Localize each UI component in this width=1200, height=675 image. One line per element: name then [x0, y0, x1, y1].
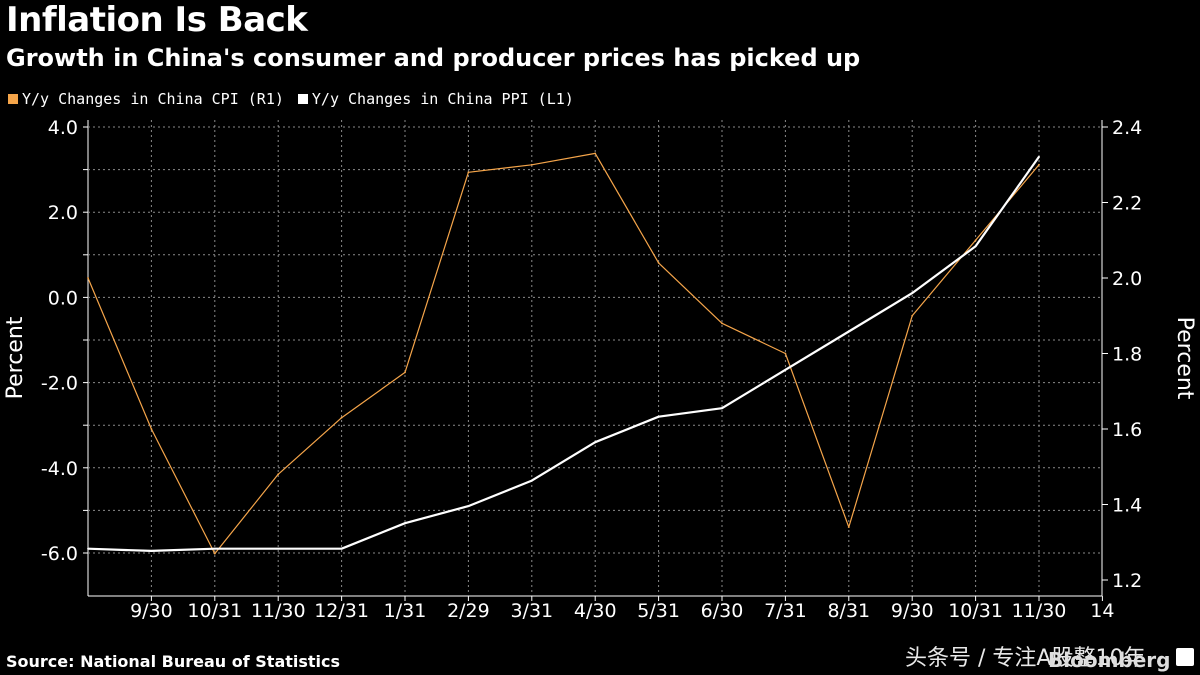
y-left-tick-label: -2.0 [41, 373, 78, 395]
x-tick-label: 6/30 [701, 600, 744, 622]
data-point-cpi [847, 526, 850, 529]
data-point-cpi [404, 371, 406, 374]
y-right-tick-label: 2.2 [1112, 193, 1142, 215]
legend-label-ppi: Y/y Changes in China PPI (L1) [311, 90, 574, 108]
data-point-cpi [340, 416, 343, 419]
watermark-text: 头条号 / 专注A股整10年 [905, 646, 1146, 671]
data-point-cpi [657, 262, 660, 264]
legend-swatch-ppi [297, 94, 308, 104]
y-right-tick-label: 1.2 [1112, 570, 1142, 592]
legend-swatch-cpi [8, 94, 18, 104]
legend-item-ppi: Y/y Changes in China PPI (L1) [297, 90, 574, 108]
data-point-ppi [721, 407, 723, 410]
x-tick-label: 10/31 [187, 600, 242, 622]
data-point-ppi [974, 245, 977, 248]
data-point-ppi [150, 549, 153, 552]
data-point-cpi [150, 428, 153, 430]
data-point-cpi [530, 163, 533, 166]
chart-title: Inflation Is Back [6, 0, 308, 40]
data-point-ppi [911, 292, 914, 295]
data-point-cpi [721, 322, 723, 325]
x-tick-label: 12/31 [314, 600, 369, 622]
data-point-cpi [87, 277, 89, 279]
source-note: Source: National Bureau of Statistics [6, 652, 341, 671]
bloomberg-logo: Bloomberg [1048, 648, 1171, 672]
y-left-axis-title: Percent [3, 316, 28, 399]
data-point-ppi [657, 415, 660, 418]
y-left-tick-label: -4.0 [41, 458, 78, 480]
x-tick-label: 8/31 [827, 600, 870, 622]
legend-label-cpi: Y/y Changes in China CPI (R1) [22, 90, 284, 108]
data-point-cpi [1038, 163, 1040, 166]
data-point-cpi [911, 314, 914, 317]
data-point-ppi [530, 479, 533, 482]
x-tick-label: 9/30 [891, 600, 934, 622]
x-tick-label: 4/30 [574, 600, 617, 622]
data-point-cpi [594, 152, 597, 155]
data-point-cpi [974, 239, 977, 242]
y-right-tick-label: 1.4 [1112, 495, 1142, 517]
data-point-ppi [87, 547, 89, 550]
chart-subtitle: Growth in China's consumer and producer … [6, 44, 861, 72]
y-left-tick-label: -6.0 [41, 543, 78, 565]
data-point-cpi [467, 171, 470, 174]
y-left-tick-label: 0.0 [48, 287, 78, 309]
y-right-tick-label: 2.4 [1112, 117, 1142, 139]
x-tick-label: 1/31 [384, 600, 427, 622]
y-left-tick-label: 4.0 [48, 117, 78, 139]
data-point-ppi [594, 441, 597, 444]
legend-item-cpi: Y/y Changes in China CPI (R1) [8, 90, 284, 108]
x-tick-label: 5/31 [637, 600, 680, 622]
data-point-ppi [847, 330, 850, 333]
x-tick-label: 14 [1090, 600, 1114, 622]
legend: Y/y Changes in China CPI (R1) Y/y Change… [8, 90, 574, 108]
data-point-cpi [784, 352, 787, 355]
bloomberg-logo-icon [1176, 648, 1194, 666]
data-point-ppi [784, 368, 787, 371]
data-point-cpi [213, 552, 216, 555]
y-right-tick-label: 2.0 [1112, 268, 1142, 290]
data-point-ppi [213, 547, 216, 550]
data-point-ppi [340, 547, 343, 550]
data-point-cpi [277, 473, 280, 476]
x-tick-label: 2/29 [447, 600, 490, 622]
y-right-axis-title: Percent [1172, 317, 1197, 400]
y-right-tick-label: 1.6 [1112, 419, 1142, 441]
x-tick-label: 3/31 [510, 600, 553, 622]
data-point-ppi [467, 505, 470, 508]
data-point-ppi [1038, 155, 1040, 158]
series-line-cpi [87, 152, 1040, 555]
x-tick-label: 10/31 [948, 600, 1003, 622]
x-tick-label: 11/30 [1012, 600, 1067, 622]
data-point-ppi [277, 547, 280, 550]
x-tick-label: 11/30 [251, 600, 306, 622]
x-tick-label: 7/31 [764, 600, 807, 622]
x-tick-label: 9/30 [130, 600, 173, 622]
y-right-tick-label: 1.8 [1112, 344, 1142, 366]
series-line-ppi [87, 156, 1040, 553]
data-point-ppi [404, 522, 406, 525]
y-left-tick-label: 2.0 [48, 202, 78, 224]
